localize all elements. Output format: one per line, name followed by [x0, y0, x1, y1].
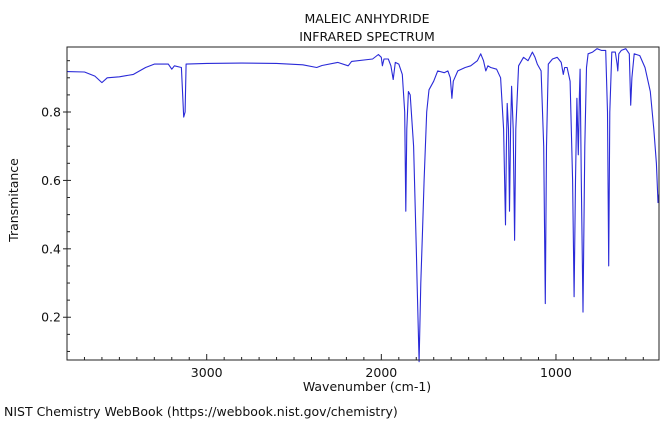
x-tick-label: 1000 — [540, 365, 572, 380]
y-tick-label: 0.8 — [41, 104, 61, 119]
x-axis-label: Wavenumber (cm-1) — [303, 379, 431, 394]
chart-title: MALEIC ANHYDRIDE — [304, 11, 429, 26]
y-tick-label: 0.2 — [41, 310, 61, 325]
x-tick-label: 3000 — [191, 365, 223, 380]
y-axis-label: Transmitance — [6, 158, 21, 243]
chart-subtitle: INFRARED SPECTRUM — [299, 29, 435, 44]
source-footer: NIST Chemistry WebBook (https://webbook.… — [4, 404, 398, 419]
y-tick-label: 0.4 — [41, 241, 61, 256]
plot-frame — [66, 46, 660, 361]
y-tick-label: 0.6 — [41, 173, 61, 188]
x-tick-label: 2000 — [365, 365, 397, 380]
spectrum-line — [66, 48, 660, 363]
axis-ticks: 3000 2000 1000 0.2 0.4 0.6 0.8 — [41, 60, 644, 380]
